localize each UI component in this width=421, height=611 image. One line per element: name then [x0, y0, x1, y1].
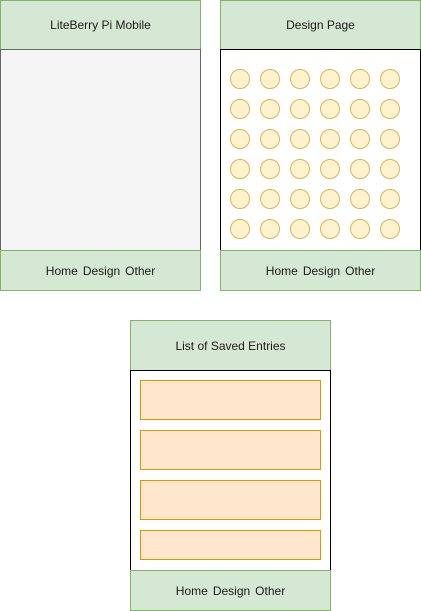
nav-other[interactable]: Other	[345, 263, 376, 278]
screen-title: LiteBerry Pi Mobile	[50, 18, 151, 32]
grid-cell[interactable]	[230, 69, 250, 89]
header-bar: LiteBerry Pi Mobile	[0, 0, 201, 50]
content-area	[0, 49, 201, 251]
grid-cell[interactable]	[290, 129, 310, 149]
nav-home[interactable]: Home	[45, 263, 78, 278]
grid-cell[interactable]	[350, 99, 370, 119]
grid-cell[interactable]	[380, 219, 400, 239]
grid-cell[interactable]	[290, 189, 310, 209]
grid-cell[interactable]	[260, 189, 280, 209]
grid-cell[interactable]	[380, 99, 400, 119]
screen-saved-entries: List of Saved Entries Home Design Other	[130, 320, 331, 611]
grid-cell[interactable]	[260, 159, 280, 179]
design-grid	[220, 49, 421, 251]
grid-cell[interactable]	[230, 129, 250, 149]
screen-title: Design Page	[286, 18, 355, 32]
entry-list	[130, 370, 331, 571]
grid-cell[interactable]	[260, 99, 280, 119]
grid-cell[interactable]	[290, 219, 310, 239]
nav-bar: Home Design Other	[220, 250, 421, 291]
saved-entry[interactable]	[140, 530, 321, 560]
screen-title: List of Saved Entries	[175, 338, 286, 353]
nav-bar: Home Design Other	[130, 570, 331, 611]
saved-entry[interactable]	[140, 380, 321, 420]
grid-cell[interactable]	[260, 129, 280, 149]
grid-cell[interactable]	[350, 159, 370, 179]
grid-cell[interactable]	[320, 99, 340, 119]
grid-cell[interactable]	[290, 69, 310, 89]
screen-home: LiteBerry Pi Mobile Home Design Other	[0, 0, 201, 291]
grid-cell[interactable]	[350, 69, 370, 89]
nav-other[interactable]: Other	[125, 263, 156, 278]
grid-cell[interactable]	[230, 219, 250, 239]
saved-entry[interactable]	[140, 430, 321, 470]
grid-cell[interactable]	[380, 129, 400, 149]
saved-entry[interactable]	[140, 480, 321, 520]
grid-cell[interactable]	[380, 189, 400, 209]
grid-cell[interactable]	[320, 159, 340, 179]
grid-cell[interactable]	[380, 159, 400, 179]
grid-cell[interactable]	[320, 219, 340, 239]
grid-cell[interactable]	[260, 219, 280, 239]
grid-cell[interactable]	[350, 129, 370, 149]
nav-design[interactable]: Design	[212, 583, 251, 598]
nav-design[interactable]: Design	[302, 263, 341, 278]
nav-home[interactable]: Home	[265, 263, 298, 278]
nav-design[interactable]: Design	[82, 263, 121, 278]
grid-cell[interactable]	[230, 99, 250, 119]
nav-home[interactable]: Home	[175, 583, 208, 598]
header-bar: List of Saved Entries	[130, 320, 331, 371]
grid-cell[interactable]	[380, 69, 400, 89]
grid-cell[interactable]	[230, 189, 250, 209]
grid-cell[interactable]	[350, 189, 370, 209]
grid-cell[interactable]	[260, 69, 280, 89]
grid-cell[interactable]	[350, 219, 370, 239]
grid-cell[interactable]	[230, 159, 250, 179]
grid-cell[interactable]	[320, 69, 340, 89]
nav-bar: Home Design Other	[0, 250, 201, 291]
grid-cell[interactable]	[320, 129, 340, 149]
grid-cell[interactable]	[290, 99, 310, 119]
grid-cell[interactable]	[320, 189, 340, 209]
screen-design: Design Page Home Design Other	[220, 0, 421, 291]
grid-cell[interactable]	[290, 159, 310, 179]
nav-other[interactable]: Other	[255, 583, 286, 598]
header-bar: Design Page	[220, 0, 421, 50]
